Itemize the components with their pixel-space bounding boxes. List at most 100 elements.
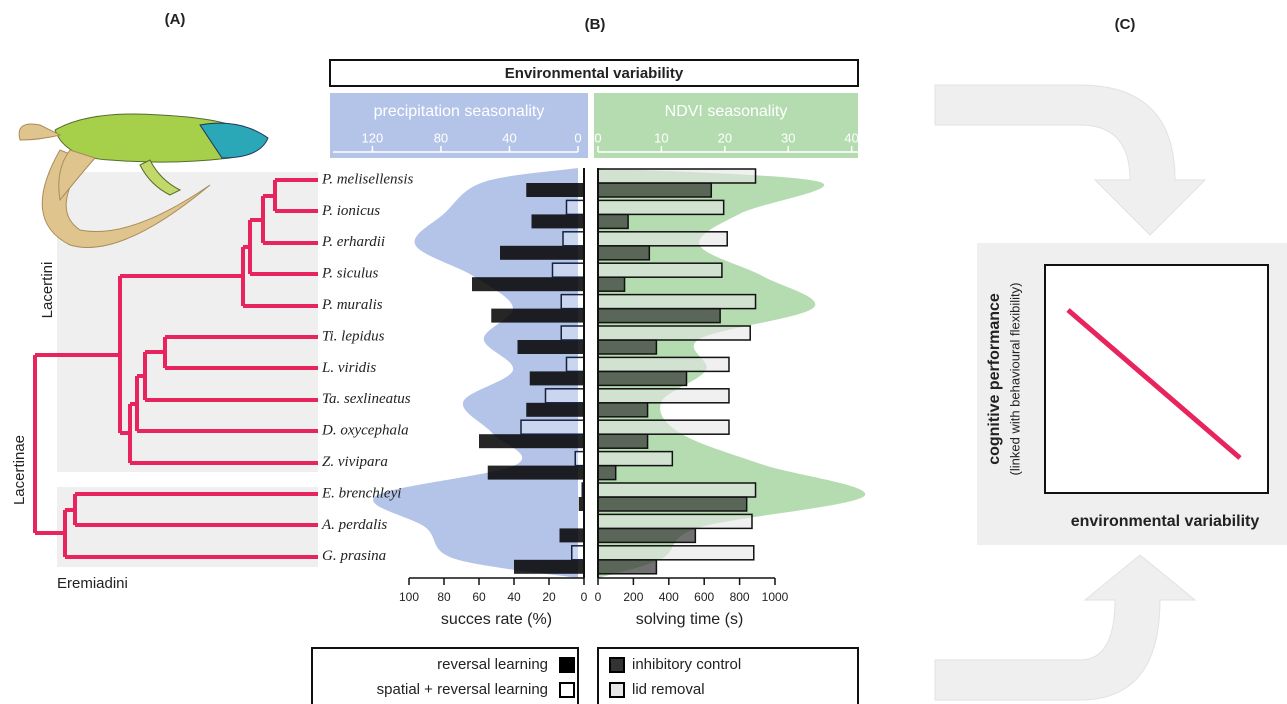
panel-label: (C)	[1115, 16, 1136, 33]
species-label: L. viridis	[321, 360, 376, 376]
bar	[514, 559, 584, 574]
environment-title: NDVI seasonality	[665, 103, 788, 120]
bar	[597, 231, 728, 247]
x-tick-label: 800	[730, 590, 750, 604]
bar	[597, 339, 658, 355]
bar	[520, 419, 585, 435]
y-axis-label: cognitive performance	[986, 293, 1003, 465]
x-axis-label: succes rate (%)	[441, 611, 552, 628]
x-tick-label: 80	[437, 590, 451, 604]
x-axis-label: environmental variability	[1071, 513, 1260, 530]
species-label: P. melisellensis	[321, 171, 414, 187]
legend-label: lid removal	[632, 681, 705, 698]
environment-title: precipitation seasonality	[374, 103, 545, 120]
environment-tick-label: 0	[574, 130, 581, 145]
bar	[597, 527, 697, 544]
environment-tick-label: 80	[434, 130, 448, 145]
environment-tick-label: 0	[594, 130, 601, 145]
bar	[597, 262, 723, 278]
legend-label: reversal learning	[437, 656, 548, 673]
x-tick-label: 200	[623, 590, 643, 604]
bar	[597, 293, 757, 310]
x-tick-label: 60	[472, 590, 486, 604]
legend-swatch	[609, 682, 625, 698]
legend-swatch	[559, 682, 575, 698]
bar	[526, 183, 584, 197]
bar	[517, 340, 584, 354]
bar	[597, 545, 755, 561]
bar	[597, 450, 674, 467]
concept-plot	[1044, 264, 1269, 494]
x-tick-label: 0	[581, 590, 588, 604]
bar	[571, 545, 585, 561]
bar	[531, 214, 584, 229]
bar	[487, 465, 584, 480]
bar	[597, 182, 713, 198]
clade-box	[57, 172, 318, 472]
bar	[529, 371, 584, 386]
species-label: E. brenchleyi	[321, 485, 401, 501]
panel-label: (A)	[165, 11, 186, 28]
species-label: Ta. sexlineatus	[322, 391, 411, 407]
legend-swatch	[559, 657, 575, 673]
species-label: P. siculus	[321, 266, 379, 282]
environment-tick-label: 120	[362, 130, 384, 145]
bar	[597, 356, 730, 373]
bar	[597, 213, 629, 230]
bar	[597, 559, 658, 575]
bar	[551, 262, 585, 278]
bar	[597, 513, 753, 530]
bar	[597, 464, 617, 481]
species-label: D. oxycephala	[321, 423, 409, 439]
bar	[597, 168, 757, 184]
species-label: P. ionicus	[321, 203, 380, 219]
bar	[597, 370, 688, 387]
species-label: P. erhardii	[321, 234, 385, 250]
bar	[562, 231, 585, 247]
bar	[472, 277, 584, 292]
environment-header	[594, 93, 858, 158]
bar	[560, 325, 585, 341]
bar	[479, 434, 584, 449]
environment-tick-label: 20	[718, 130, 732, 145]
clade-label: Lacertini	[39, 262, 56, 319]
species-label: Ti. lepidus	[322, 328, 385, 344]
species-label: Z. vivipara	[322, 454, 388, 470]
environment-tick-label: 40	[502, 130, 516, 145]
species-label: A. perdalis	[321, 517, 387, 533]
species-label: G. prasina	[322, 548, 386, 564]
header: Environmental variability	[505, 65, 684, 82]
bar	[597, 482, 757, 498]
panel-label: (B)	[585, 16, 606, 33]
bar	[559, 528, 584, 543]
bar	[560, 293, 585, 310]
bar	[597, 325, 751, 341]
bar	[597, 388, 730, 404]
phylogeny	[33, 178, 318, 559]
legend	[311, 647, 579, 704]
arrow	[934, 84, 1207, 236]
bar	[500, 245, 584, 260]
bar	[544, 388, 585, 404]
x-tick-label: 600	[694, 590, 714, 604]
bar	[597, 433, 649, 449]
bar	[597, 276, 626, 292]
x-tick-label: 100	[399, 590, 419, 604]
environment-tick-label: 10	[654, 130, 668, 145]
clade-label: Eremiadini	[57, 575, 128, 592]
x-tick-label: 1000	[762, 590, 789, 604]
bar	[578, 497, 584, 511]
bar	[597, 307, 721, 324]
x-tick-label: 20	[542, 590, 556, 604]
bar	[565, 356, 585, 373]
bar	[491, 308, 584, 323]
x-tick-label: 400	[659, 590, 679, 604]
environment-tick-label: 40	[844, 130, 858, 145]
x-tick-label: 0	[595, 590, 602, 604]
bar	[597, 496, 748, 512]
bar	[526, 402, 584, 417]
species-label: P. muralis	[321, 297, 383, 313]
x-tick-label: 40	[507, 590, 521, 604]
legend-label: spatial + reversal learning	[377, 681, 548, 698]
